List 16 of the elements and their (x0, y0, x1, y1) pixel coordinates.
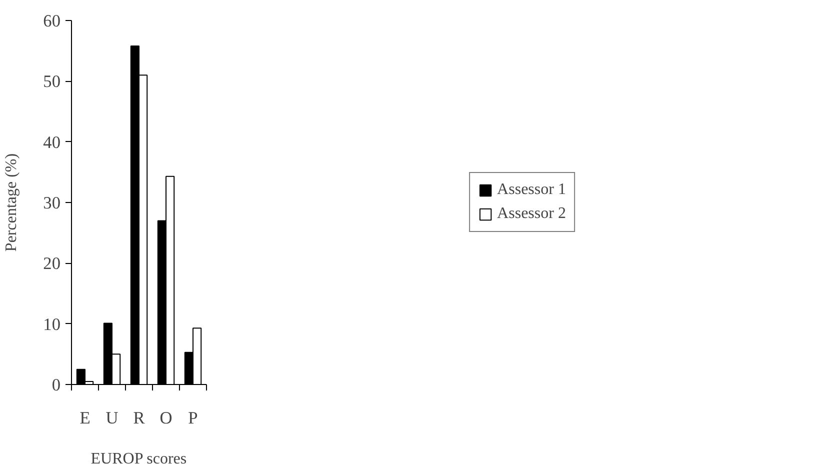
legend-label: Assessor 2 (497, 205, 566, 223)
legend-label: Assessor 1 (497, 181, 566, 199)
x-tick-label: R (133, 408, 146, 428)
x-tick-label: O (160, 408, 172, 428)
y-tick-label: 10 (43, 314, 60, 334)
x-tick-label: P (188, 408, 198, 428)
x-tick-label: U (106, 408, 119, 428)
y-tick-label: 50 (43, 72, 60, 92)
y-tick-label: 20 (43, 254, 60, 274)
y-axis-title: Percentage (%) (3, 153, 20, 252)
y-tick-label: 60 (43, 12, 60, 30)
y-tick-label: 40 (43, 132, 60, 152)
x-axis-title: EUROP scores (90, 450, 187, 468)
y-tick-label: 0 (52, 376, 61, 394)
x-tick-label: E (80, 408, 90, 428)
y-tick-label: 30 (43, 194, 60, 212)
